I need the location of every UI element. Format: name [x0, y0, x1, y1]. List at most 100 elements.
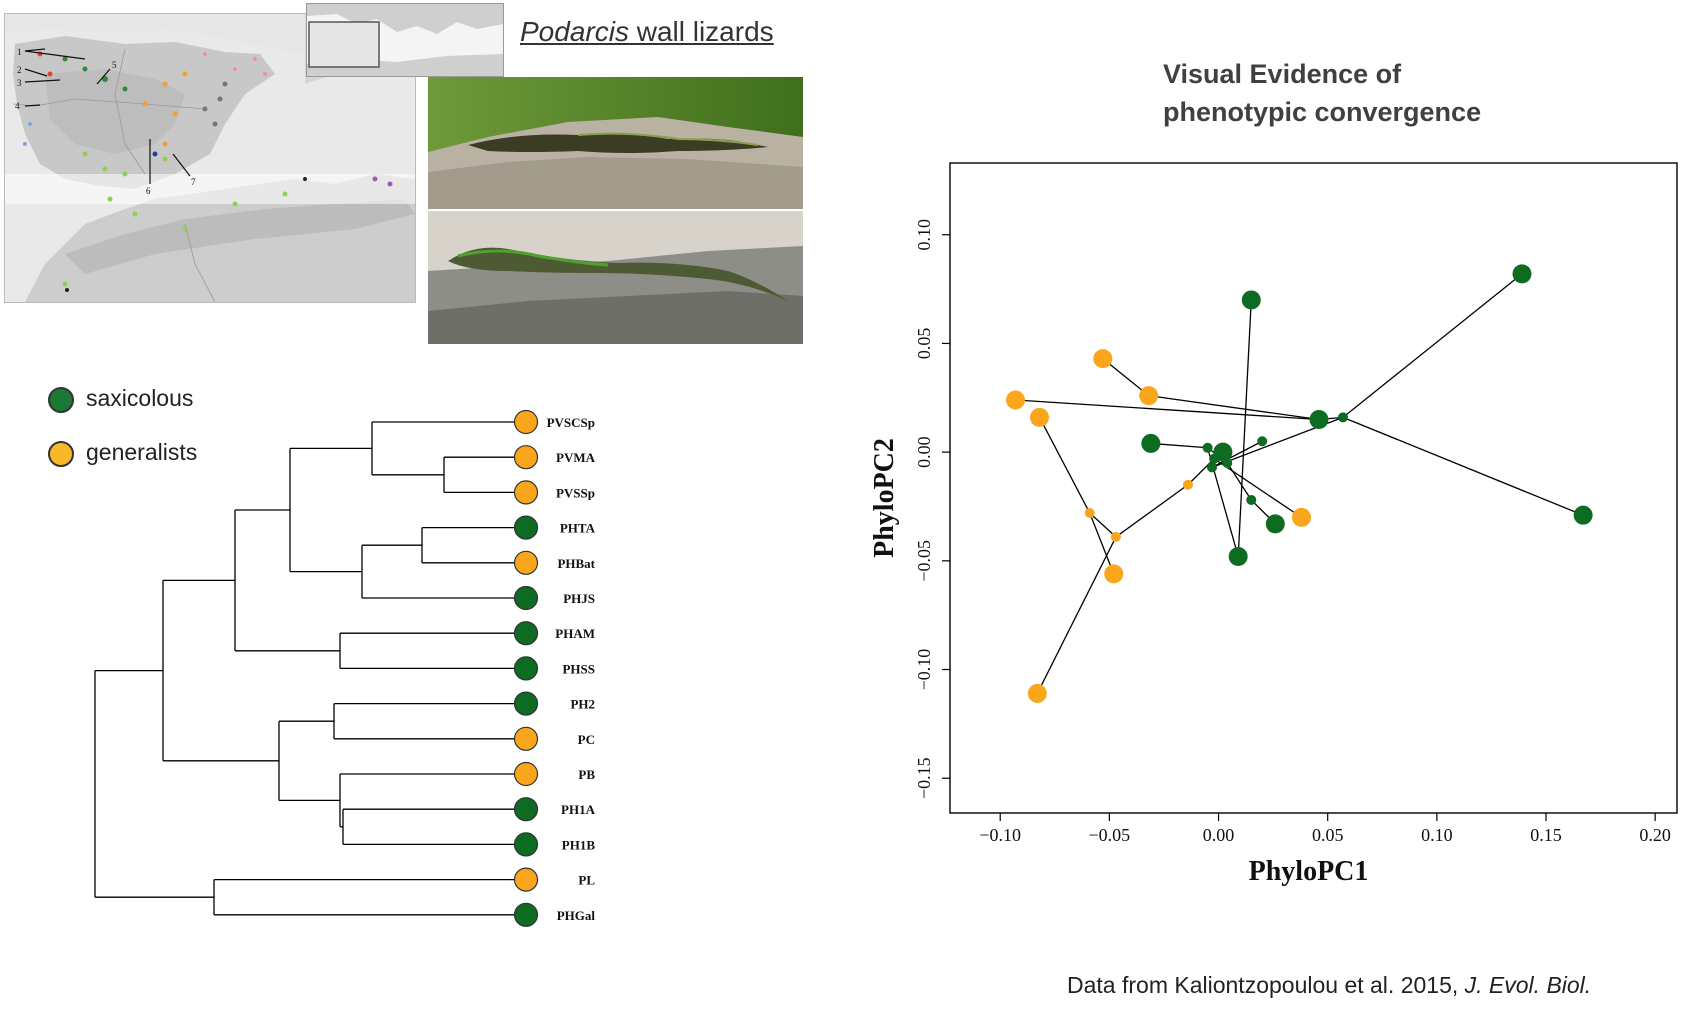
tree-tip-label: PVMA [556, 450, 596, 465]
x-tick-label: 0.15 [1530, 825, 1562, 845]
tip-point [1093, 349, 1113, 369]
source-note: Data from Kaliontzopoulou et al. 2015, J… [1067, 972, 1591, 999]
tree-tip-label: PHGal [557, 908, 596, 923]
ancestral-node-point [1337, 412, 1348, 423]
ancestral-node-point [1257, 436, 1268, 447]
tree-tip-label: PH1A [561, 802, 596, 817]
x-tick-label: −0.10 [979, 825, 1021, 845]
phylogeny-edge [1342, 416, 1584, 516]
page-title: Podarcis wall lizards [520, 16, 774, 48]
map-label-7: 7 [191, 177, 196, 187]
x-tick-label: 0.05 [1312, 825, 1344, 845]
phylogeny-edge [1342, 273, 1523, 418]
tree-tip-marker [513, 585, 539, 611]
y-tick-label: 0.05 [914, 328, 934, 360]
tree-tip-label: PB [578, 767, 595, 782]
chart-points [1005, 264, 1593, 703]
map-label-1: 1 [17, 47, 22, 57]
tree-tip-label: PHAM [555, 626, 595, 641]
phylogenetic-tree: PVSCSp PVMA PVSSp PHTA PHBat PHJS PHAM PHSS PH2 P… [94, 409, 596, 927]
map-label-3: 3 [17, 78, 22, 88]
tree-tip-marker [513, 902, 539, 927]
y-tick-label: 0.00 [914, 436, 934, 468]
tree-tip-marker [513, 656, 539, 681]
tip-point [1139, 386, 1159, 406]
tree-tip-label: PC [578, 732, 595, 747]
phylogeny-edge [1089, 512, 1117, 538]
x-tick-label: 0.10 [1421, 825, 1453, 845]
plot-frame [949, 162, 1678, 814]
legend-swatch-saxicolous [48, 387, 74, 413]
lizard-photo-generalist [428, 211, 803, 344]
phylogeny-edge [1213, 458, 1302, 518]
tip-point [1228, 546, 1248, 566]
phylogeny-edge [1102, 358, 1150, 397]
tree-tip-label: PH1B [562, 837, 596, 852]
tree-tip-label: PVSCSp [547, 415, 595, 430]
tip-point [1573, 505, 1593, 525]
tree-tips: PVSCSp PVMA PVSSp PHTA PHBat PHJS PHAM PHSS PH2 P… [513, 409, 596, 927]
ancestral-node-point [1246, 494, 1257, 505]
x-tick-label: −0.05 [1089, 825, 1131, 845]
phylogeny-edge [1089, 512, 1115, 575]
legend-swatch-generalists [48, 441, 74, 467]
tree-tip-label: PHSS [562, 661, 595, 676]
tree-tip-label: PHJS [563, 591, 595, 606]
phylogeny-edge [1015, 399, 1319, 421]
ancestral-node-point [1182, 479, 1193, 490]
ancestral-node-point [1206, 462, 1217, 473]
map-label-5: 5 [112, 60, 117, 70]
tree-tip-marker [513, 761, 539, 787]
phylogeny-edge [1237, 299, 1252, 557]
tip-point [1030, 407, 1050, 427]
y-tick-label: −0.05 [914, 540, 934, 582]
tip-point [1213, 442, 1233, 462]
map-label-2: 2 [17, 65, 22, 75]
phylogeny-edge [1115, 484, 1189, 538]
phylogeny-edge [1211, 440, 1263, 468]
chart-title-line2: phenotypic convergence [1163, 97, 1482, 127]
tree-tip-marker [513, 409, 539, 435]
ancestral-node-point [1202, 442, 1213, 453]
tip-point [1291, 507, 1311, 527]
y-tick-label: −0.10 [914, 649, 934, 691]
y-tick-label: 0.10 [914, 219, 934, 251]
tree-tip-marker [513, 445, 539, 470]
chart-title: Visual Evidence of phenotypic convergenc… [1163, 55, 1481, 131]
ancestral-node-point [1084, 508, 1095, 518]
source-journal: J. Evol. Biol. [1464, 972, 1592, 998]
tip-point [1141, 433, 1161, 453]
title-rest: wall lizards [628, 16, 774, 47]
tip-point [1309, 410, 1329, 430]
genus-name: Podarcis [520, 16, 629, 47]
chart-edges [1015, 273, 1584, 694]
phylogeny-edge [1038, 417, 1091, 514]
tree-tip-marker [513, 726, 539, 751]
x-axis-label: PhyloPC1 [1249, 856, 1369, 887]
map-labels: 1 2 3 4 5 6 7 [15, 47, 196, 196]
y-tick-label: −0.15 [914, 757, 934, 799]
tip-point [1027, 683, 1047, 703]
legend-label-generalists: generalists [86, 439, 198, 465]
chart-axes: −0.10 −0.05 0.00 0.05 0.10 0.15 0.20 −0.15 −0.10… [869, 162, 1678, 887]
source-text: Data from Kaliontzopoulou et al. 2015, [1067, 972, 1465, 998]
tree-tip-marker [513, 515, 539, 540]
ancestral-node-point [1110, 531, 1121, 542]
lizard-photo-saxicolous [428, 77, 803, 209]
chart-title-line1: Visual Evidence of [1163, 59, 1402, 89]
tree-tip-marker [513, 691, 539, 716]
tree-tip-label: PHTA [560, 521, 596, 536]
tree-tip-marker [513, 621, 539, 646]
tip-point [1265, 514, 1285, 534]
map-label-4: 4 [15, 101, 20, 111]
tip-point [1104, 564, 1124, 584]
phylogeny-edge [1148, 394, 1320, 421]
tip-point [1512, 264, 1532, 284]
tree-tip-marker [513, 832, 539, 857]
tree-tip-label: PHBat [557, 556, 595, 571]
tip-point [1005, 390, 1025, 410]
legend-label-saxicolous: saxicolous [86, 385, 194, 411]
x-tick-label: 0.20 [1639, 825, 1671, 845]
tree-tip-label: PVSSp [556, 485, 595, 500]
